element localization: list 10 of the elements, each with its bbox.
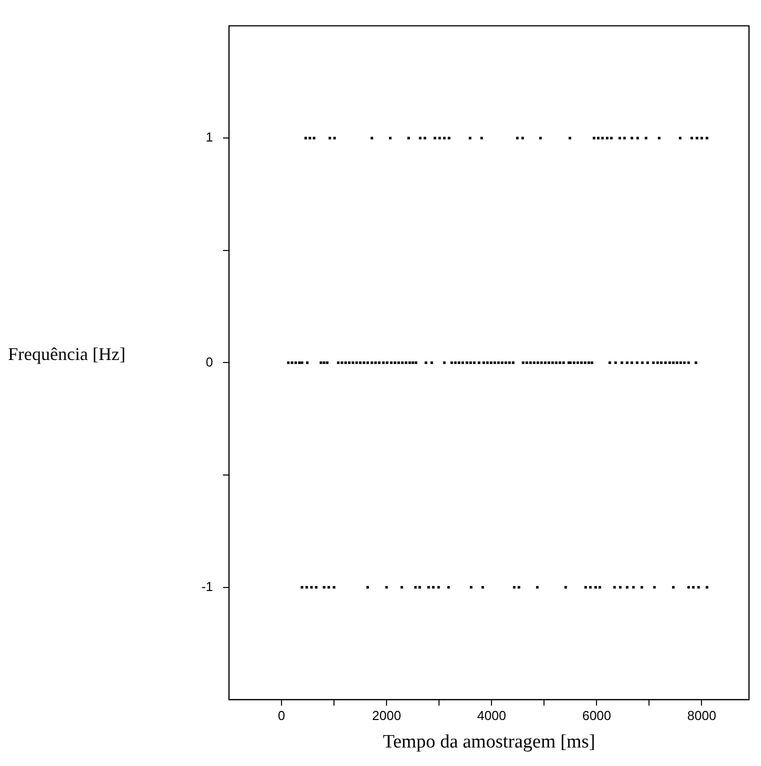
x-axis-title: Tempo da amostragem [ms] — [382, 732, 596, 753]
y-tick-label: -1 — [201, 578, 213, 594]
x-tick-label: 0 — [278, 708, 286, 723]
x-tick-label: 8000 — [687, 708, 716, 723]
x-tick-label: 2000 — [372, 708, 402, 723]
x-tick-label: 6000 — [582, 708, 612, 723]
x-tick-label: 4000 — [477, 708, 506, 723]
y-axis-title: Frequência [Hz] — [8, 344, 126, 365]
y-tick-label: 0 — [206, 354, 213, 370]
y-tick-label: 1 — [206, 130, 213, 145]
